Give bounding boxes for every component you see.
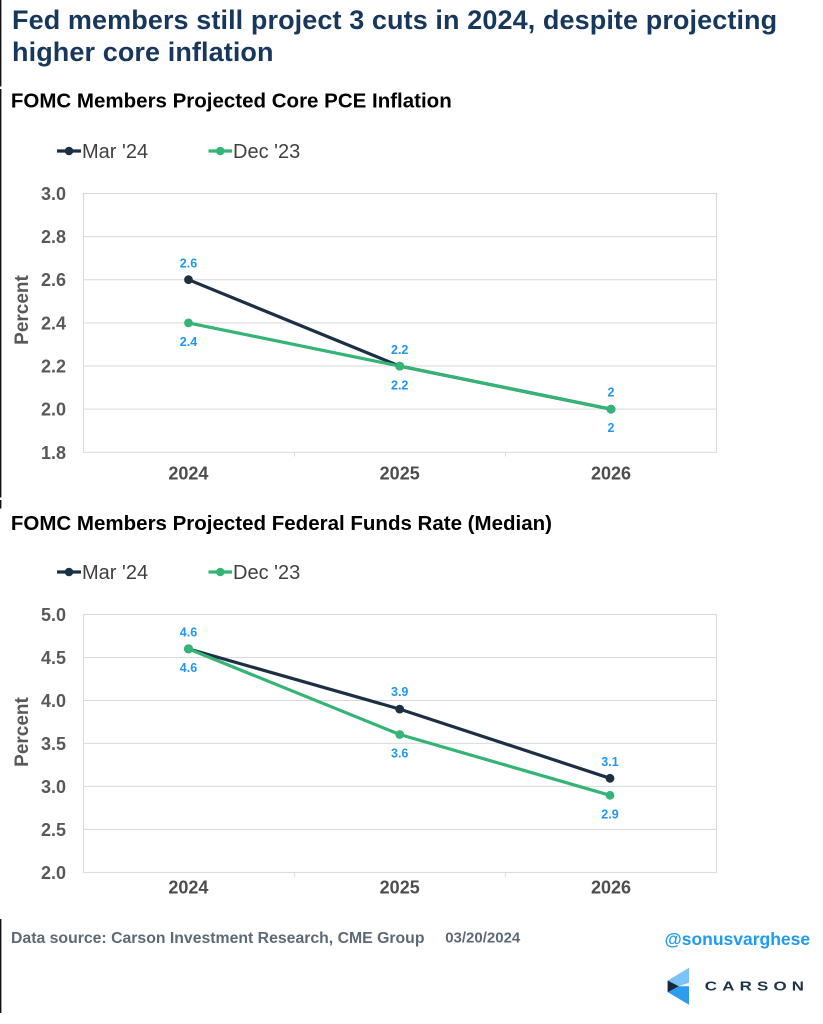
svg-text:2.4: 2.4	[41, 313, 66, 333]
svg-text:3.6: 3.6	[391, 747, 408, 761]
svg-text:2026: 2026	[591, 878, 631, 898]
svg-text:2: 2	[608, 386, 615, 400]
svg-text:3.0: 3.0	[41, 184, 66, 204]
svg-text:2.4: 2.4	[180, 335, 197, 349]
svg-text:1.8: 1.8	[41, 443, 66, 463]
svg-text:2.2: 2.2	[41, 357, 66, 377]
svg-text:Percent: Percent	[12, 274, 33, 344]
svg-text:2026: 2026	[591, 464, 631, 484]
svg-text:2.8: 2.8	[41, 227, 66, 247]
svg-text:2.5: 2.5	[41, 820, 66, 840]
svg-text:Mar '24: Mar '24	[82, 562, 148, 584]
svg-text:2.9: 2.9	[601, 808, 618, 822]
svg-text:Dec '23: Dec '23	[233, 141, 300, 163]
svg-text:2.6: 2.6	[41, 270, 66, 290]
svg-text:03/20/2024: 03/20/2024	[445, 930, 521, 947]
svg-text:4.0: 4.0	[41, 691, 66, 711]
svg-text:2024: 2024	[168, 464, 208, 484]
svg-text:Mar '24: Mar '24	[82, 141, 148, 163]
svg-text:2025: 2025	[380, 464, 420, 484]
svg-text:4.5: 4.5	[41, 648, 66, 668]
svg-text:Dec '23: Dec '23	[233, 562, 300, 584]
svg-text:2.2: 2.2	[391, 343, 408, 357]
svg-text:2.2: 2.2	[391, 378, 408, 392]
svg-text:@sonusvarghese: @sonusvarghese	[665, 929, 811, 949]
svg-text:5.0: 5.0	[41, 605, 66, 625]
svg-text:3.1: 3.1	[601, 755, 618, 769]
svg-text:4.6: 4.6	[180, 661, 197, 675]
svg-text:3.9: 3.9	[391, 685, 408, 699]
svg-text:4.6: 4.6	[180, 626, 197, 640]
svg-text:CARSON: CARSON	[705, 979, 809, 994]
svg-text:2: 2	[608, 421, 615, 435]
svg-text:2.6: 2.6	[180, 257, 197, 271]
svg-text:higher core inflation: higher core inflation	[12, 37, 274, 67]
svg-text:Data source: Carson Investment: Data source: Carson Investment Research,…	[11, 930, 424, 947]
svg-text:Percent: Percent	[12, 696, 33, 766]
svg-text:FOMC Members Projected Core PC: FOMC Members Projected Core PCE Inflatio…	[11, 90, 452, 113]
svg-text:2024: 2024	[168, 878, 208, 898]
svg-text:FOMC Members Projected Federal: FOMC Members Projected Federal Funds Rat…	[11, 512, 552, 535]
svg-text:2025: 2025	[380, 878, 420, 898]
svg-text:2.0: 2.0	[41, 863, 66, 883]
svg-text:3.0: 3.0	[41, 777, 66, 797]
svg-text:2.0: 2.0	[41, 400, 66, 420]
svg-text:3.5: 3.5	[41, 734, 66, 754]
svg-text:Fed members still project 3 cu: Fed members still project 3 cuts in 2024…	[12, 5, 777, 35]
